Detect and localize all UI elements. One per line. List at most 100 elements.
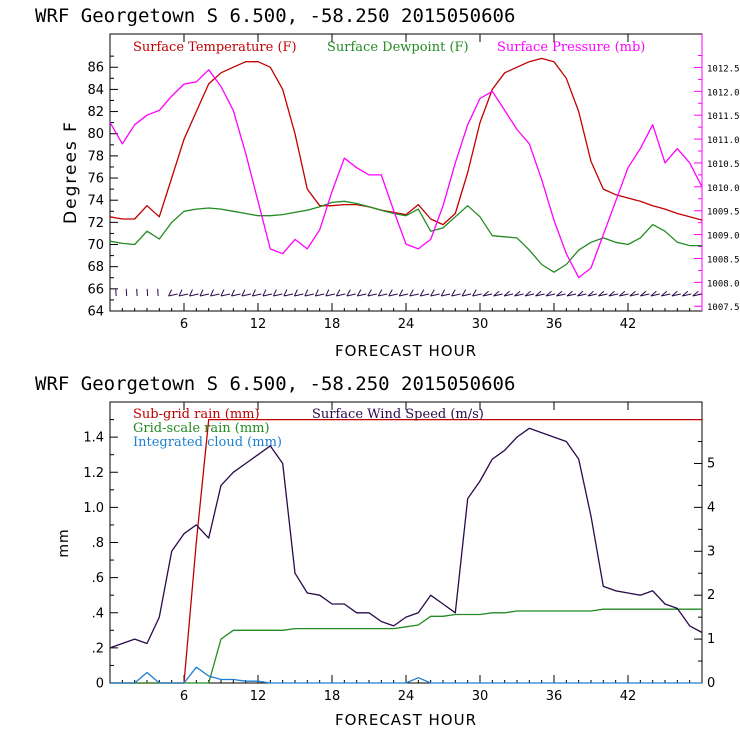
wind-barb [189, 289, 193, 297]
wind-barb-shaft [619, 293, 629, 297]
y2-tick-label: 1007.5 [707, 303, 740, 313]
y2-tick-label: 1010.5 [707, 160, 740, 170]
wind-barb [388, 289, 393, 297]
chart-2-y-label: mm [56, 528, 72, 557]
wind-barb-shaft [409, 293, 419, 297]
wind-barb [251, 289, 256, 297]
wind-barb [671, 290, 678, 297]
chart-1: WRF Georgetown S 6.500, -58.250 20150506… [35, 5, 740, 360]
wind-barb-shaft [629, 293, 640, 297]
wind-barb-shaft [325, 293, 335, 297]
wind-barb [619, 290, 626, 297]
wind-barb-shaft [199, 293, 210, 297]
wind-barb [231, 289, 235, 297]
chart-2-legend-subgrid-rain: Sub-grid rain (mm) [133, 407, 260, 422]
y2-tick-label: 5 [707, 456, 715, 471]
wind-barb [681, 290, 689, 297]
y-tick-label: 1.2 [83, 466, 104, 481]
x-tick-label: 12 [250, 317, 267, 332]
wind-barb-shaft [640, 293, 650, 297]
chart-1-y-axis: 64 66 68 70 72 74 76 78 80 82 84 86 [87, 55, 118, 320]
series-line-3 [110, 666, 702, 684]
x-tick-label: 24 [398, 317, 415, 332]
y2-tick-label: 1008.5 [707, 255, 740, 265]
wind-barb-shaft [692, 293, 702, 297]
wind-barb-shaft [451, 293, 461, 297]
wind-barb [293, 289, 298, 297]
wind-barb [640, 290, 647, 297]
wind-barb-shaft [650, 293, 660, 297]
wind-barb [598, 290, 605, 297]
chart-2-y-axis: 0 .2 .4 .6 .8 1.0 1.2 1.4 [83, 419, 118, 692]
chart-1-legend-pressure: Surface Pressure (mb) [497, 40, 645, 55]
y2-tick-label: 1010.0 [707, 184, 740, 194]
wind-barb-shaft [587, 293, 598, 297]
wind-barb-shaft [168, 293, 178, 297]
wind-barb-shaft [682, 293, 692, 297]
wind-barb [335, 289, 341, 297]
y2-tick-label: 1011.0 [707, 136, 740, 146]
wind-barb [451, 289, 456, 297]
wind-barb-shaft [378, 293, 388, 297]
y-tick-label: 0 [96, 677, 104, 692]
wind-barb-shaft [545, 293, 556, 297]
series-line-1 [109, 57, 703, 226]
y2-tick-label: 1009.0 [707, 232, 740, 242]
wind-barb-shaft [441, 293, 451, 297]
y2-tick-label: 1012.0 [707, 88, 740, 98]
chart-2-legend-integrated-cloud: Integrated cloud (mm) [133, 435, 282, 450]
x-tick-label: 30 [472, 689, 489, 704]
chart-2-title: WRF Georgetown S 6.500, -58.250 20150506… [35, 373, 515, 395]
wind-barb-shaft [399, 293, 409, 297]
wind-barb-shaft [178, 293, 189, 297]
chart-1-wind-barbs [115, 288, 702, 297]
series-line-2 [109, 200, 702, 273]
wind-barb-shaft [273, 293, 283, 297]
wind-barb-shaft [566, 293, 577, 297]
wind-barb [514, 290, 521, 297]
wind-barb [482, 290, 489, 297]
chart-2-x-axis: 6 12 18 24 30 36 42 [121, 402, 691, 704]
x-tick-label: 18 [324, 689, 341, 704]
wind-barb-shaft [346, 293, 356, 297]
wind-barb-shaft [535, 293, 545, 297]
series-line-3 [109, 69, 703, 279]
wind-barb-shaft [210, 293, 220, 297]
wind-barb [210, 289, 214, 297]
wind-barb [325, 289, 330, 297]
wind-barb [629, 290, 636, 297]
wind-barb-shaft [661, 293, 671, 297]
wind-barb [367, 289, 372, 297]
wind-barb-shaft [514, 293, 524, 297]
y2-tick-label: 0 [707, 676, 715, 691]
y-tick-label: .8 [92, 536, 104, 551]
wind-barb [419, 289, 425, 297]
y-tick-label: .4 [92, 606, 104, 621]
chart-2-series [109, 418, 703, 684]
wind-barb [524, 290, 531, 297]
wind-barb [314, 289, 319, 297]
wind-barb-shaft [220, 293, 231, 297]
wind-barb-shaft [608, 293, 619, 297]
wind-barb [272, 289, 277, 297]
y-tick-label: .6 [92, 571, 104, 586]
wind-barb [241, 289, 246, 297]
wind-barb-shaft [472, 293, 482, 297]
wind-barb [356, 289, 362, 297]
y-tick-label: 74 [87, 194, 104, 209]
wind-barb [493, 290, 500, 297]
wind-barb-shaft [283, 293, 294, 297]
y-tick-label: 1.0 [83, 501, 104, 516]
wind-barb-shaft [671, 293, 681, 297]
x-tick-label: 36 [546, 317, 563, 332]
wind-barb [660, 290, 668, 297]
chart-1-y-label: Degrees F [61, 120, 81, 224]
y-tick-label: 72 [87, 216, 104, 231]
wind-barb [283, 289, 288, 297]
wind-barb [587, 290, 594, 297]
y-tick-label: 82 [87, 105, 104, 120]
wind-barb [220, 289, 225, 297]
wind-barb [398, 289, 404, 297]
wind-barb-shaft [493, 293, 503, 297]
wind-barb-shaft [231, 293, 241, 297]
